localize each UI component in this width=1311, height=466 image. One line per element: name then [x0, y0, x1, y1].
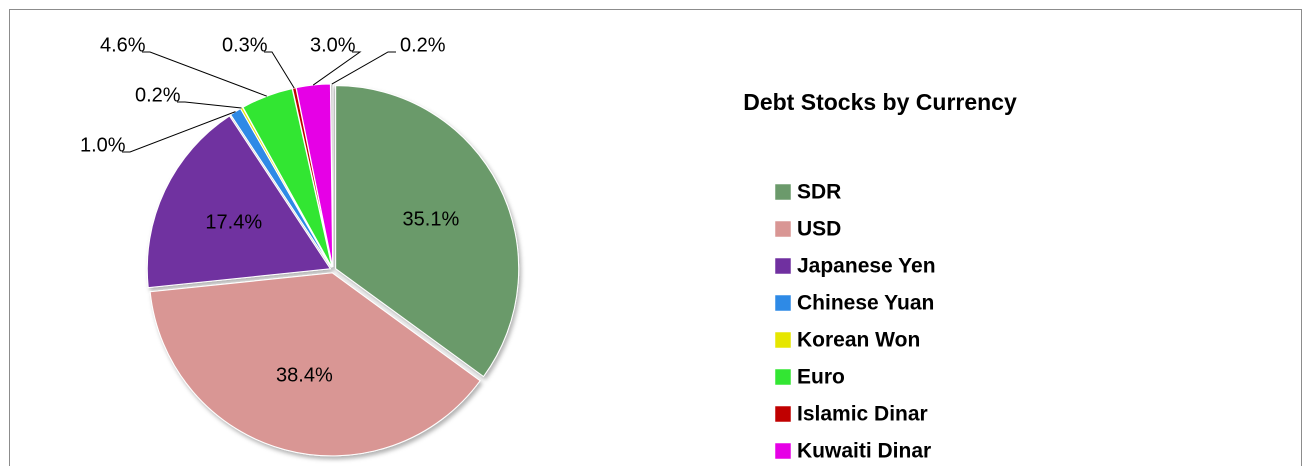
- leader-line: [312, 51, 362, 86]
- pie: [146, 83, 520, 457]
- pie-slice: [149, 272, 481, 457]
- legend-swatch: [774, 442, 792, 460]
- leader-line: [264, 51, 295, 89]
- leader-line: [331, 51, 396, 85]
- data-label: 38.4%: [276, 364, 333, 386]
- data-label: 0.2%: [135, 84, 181, 106]
- data-label: 1.0%: [80, 134, 126, 156]
- leader-line: [177, 101, 242, 109]
- legend-swatch: [774, 257, 792, 275]
- legend-label: Euro: [797, 366, 845, 389]
- legend-swatch: [774, 220, 792, 238]
- pie-slice: [330, 83, 334, 268]
- data-label: 3.0%: [310, 34, 356, 56]
- data-label: 0.2%: [400, 34, 446, 56]
- legend-swatch: [774, 405, 792, 423]
- leader-line: [142, 51, 268, 97]
- chart-frame: [9, 9, 1302, 466]
- legend-label: Kuwaiti Dinar: [797, 440, 931, 463]
- pie-slice: [335, 85, 520, 378]
- data-label: 0.3%: [222, 34, 268, 56]
- legend-swatch: [774, 183, 792, 201]
- data-label: 35.1%: [403, 209, 460, 231]
- legend-label: Korean Won: [797, 329, 920, 352]
- legend-swatch: [774, 294, 792, 312]
- legend-swatch: [774, 331, 792, 349]
- legend-label: Japanese Yen: [797, 255, 936, 278]
- chart-title: Debt Stocks by Currency: [743, 89, 1017, 115]
- legend-label: Chinese Yuan: [797, 292, 934, 315]
- data-label: 4.6%: [100, 34, 146, 56]
- legend-label: USD: [797, 218, 841, 241]
- data-label: 17.4%: [205, 211, 262, 233]
- leader-line: [122, 111, 236, 153]
- legend-label: Islamic Dinar: [797, 403, 928, 426]
- legend-swatch: [774, 368, 792, 386]
- legend-label: SDR: [797, 181, 841, 204]
- pie-slice: [146, 115, 332, 289]
